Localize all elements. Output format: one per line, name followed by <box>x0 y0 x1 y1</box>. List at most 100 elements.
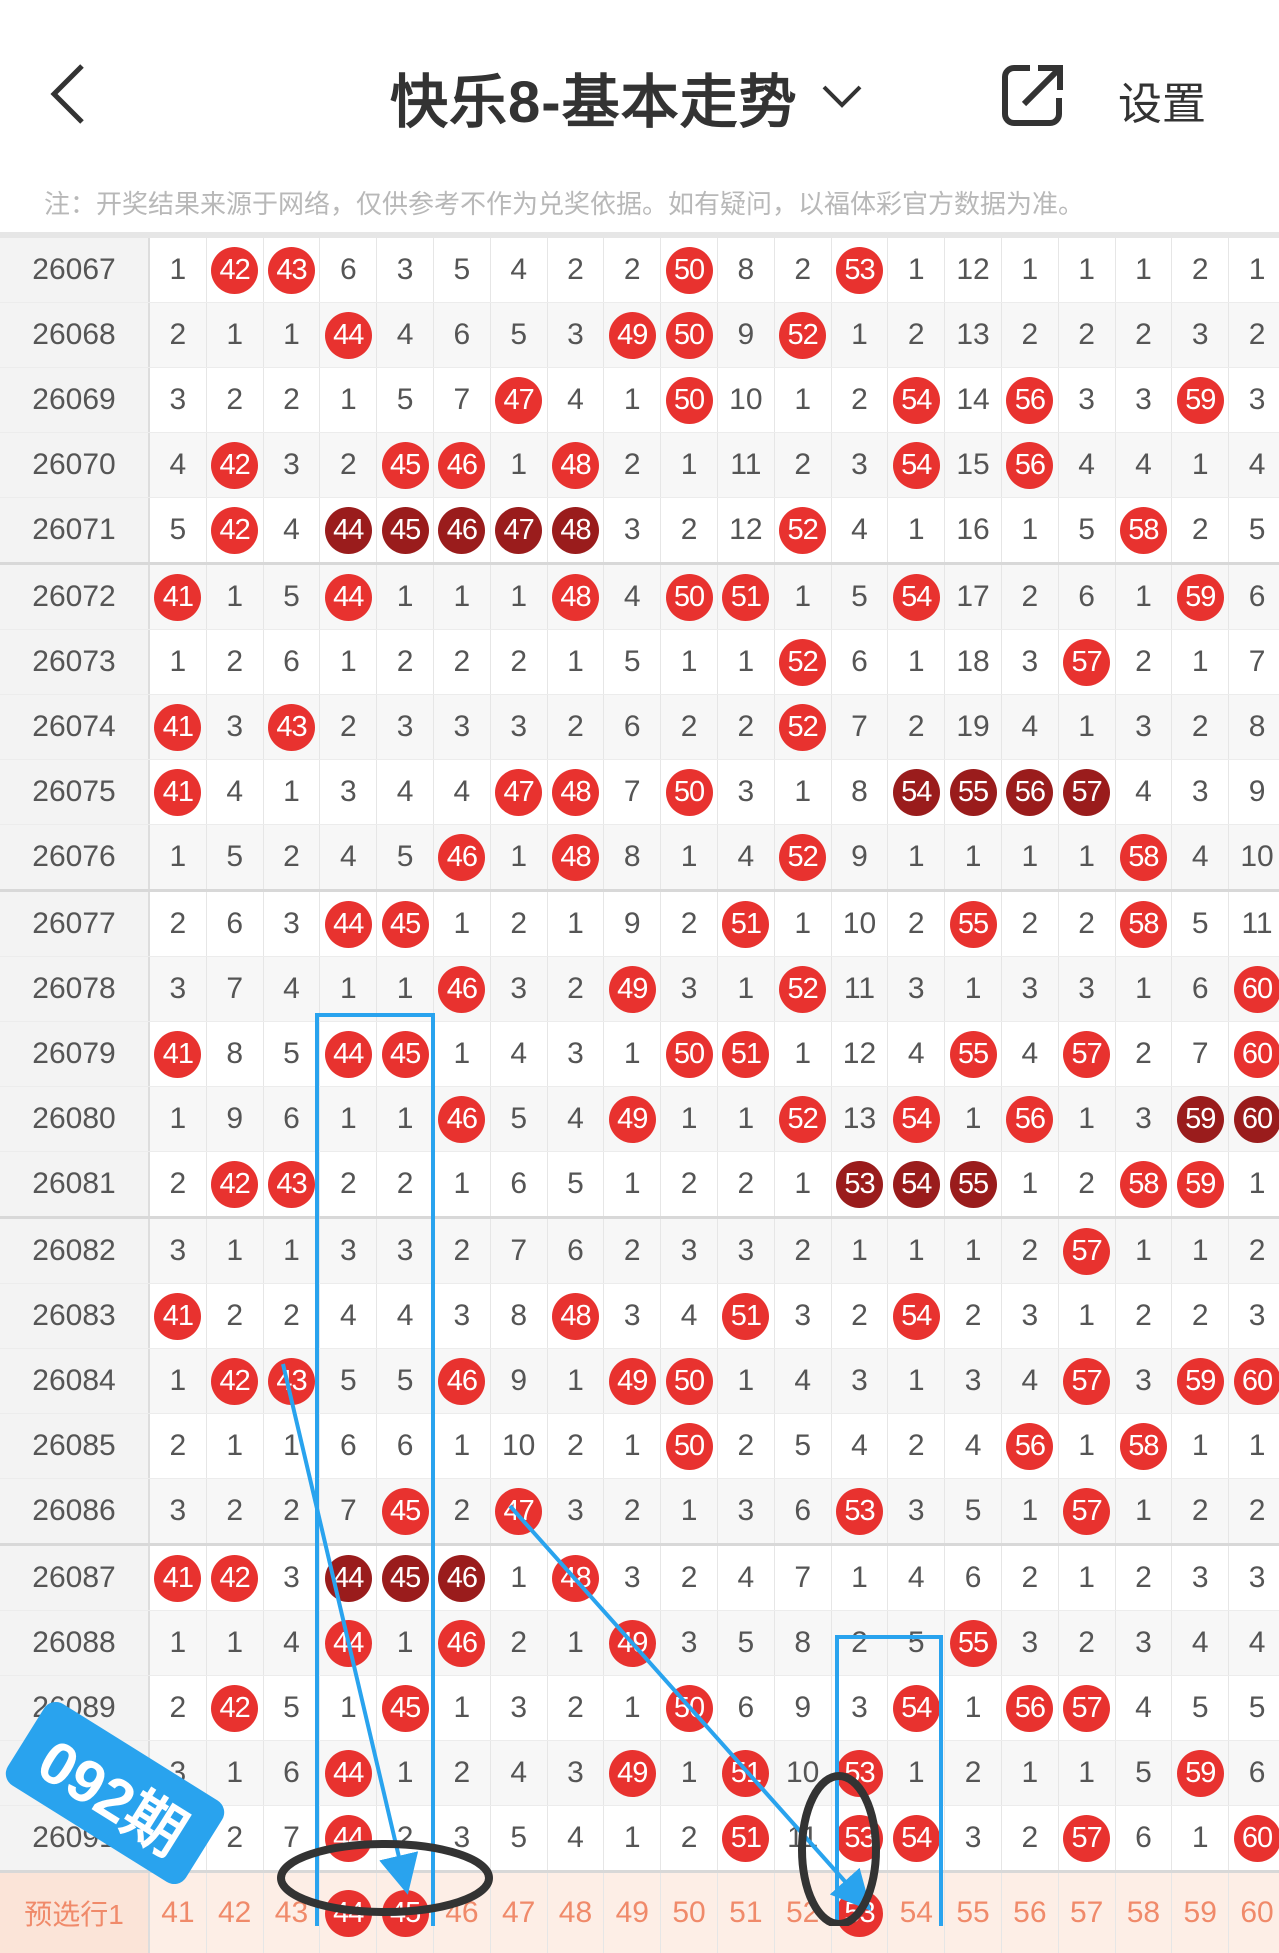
drawn-number-cell: 42 <box>207 498 264 562</box>
table-row: 26067 1 42 43 6 3 5 4 2 2 50 8 2 53 1 12 1 1 1 2 1 <box>0 238 1279 303</box>
preselect-number[interactable]: 48 <box>547 1873 605 1953</box>
miss-count-cell: 2 <box>717 695 775 759</box>
miss-count-cell: 1 <box>1172 1414 1230 1478</box>
issue-number: 26071 <box>0 498 150 562</box>
miss-count-cell: 1 <box>264 760 321 824</box>
drawn-number-cell: 54 <box>888 760 946 824</box>
miss-count-cell: 4 <box>1115 433 1173 497</box>
miss-count-cell: 3 <box>717 1479 775 1543</box>
drawn-number-cell: 51 <box>718 1806 775 1870</box>
number-ball: 46 <box>438 1619 486 1667</box>
drawn-number-cell: 44 <box>320 303 378 367</box>
number-ball: 45 <box>381 1487 429 1535</box>
number-ball: 44 <box>324 1749 372 1797</box>
number-ball: 41 <box>154 1030 202 1078</box>
miss-count-cell: 5 <box>490 1087 548 1151</box>
miss-count-cell: 1 <box>264 1414 321 1478</box>
preselect-number[interactable]: 47 <box>490 1873 548 1953</box>
preselect-number[interactable]: 42 <box>206 1873 264 1953</box>
miss-count-cell: 1 <box>945 825 1002 889</box>
miss-count-cell: 4 <box>888 1546 946 1610</box>
miss-count-cell: 3 <box>661 1219 718 1283</box>
table-row: 26088 1 1 4 44 1 46 2 1 49 3 5 8 2 5 55 3 2 3 4 4 <box>0 1611 1279 1676</box>
miss-count-cell: 1 <box>945 957 1002 1021</box>
drawn-number-cell: 51 <box>717 565 775 629</box>
preselect-number[interactable]: 58 <box>1115 1873 1173 1953</box>
preselect-number[interactable]: 52 <box>774 1873 832 1953</box>
miss-count-cell: 6 <box>604 695 662 759</box>
miss-count-cell: 3 <box>888 1479 946 1543</box>
preselect-number[interactable]: 53 <box>831 1873 889 1953</box>
share-button[interactable] <box>1000 62 1066 133</box>
number-ball: 48 <box>551 833 599 881</box>
miss-count-cell: 1 <box>490 565 548 629</box>
preselect-number[interactable]: 50 <box>661 1873 718 1953</box>
number-ball: 49 <box>608 1749 656 1797</box>
back-button[interactable] <box>48 62 98 126</box>
miss-count-cell: 2 <box>604 238 662 302</box>
number-ball: 44 <box>324 1619 372 1667</box>
drawn-number-cell: 43 <box>263 1349 321 1413</box>
drawn-number-cell: 54 <box>888 565 946 629</box>
miss-count-cell: 4 <box>320 825 378 889</box>
miss-count-cell: 5 <box>1229 1676 1279 1740</box>
miss-count-cell: 1 <box>150 825 207 889</box>
number-ball: 50 <box>665 573 713 621</box>
miss-count-cell: 1 <box>604 1152 662 1216</box>
miss-count-cell: 7 <box>264 1806 321 1870</box>
preselect-number[interactable]: 57 <box>1058 1873 1116 1953</box>
preselect-number[interactable]: 46 <box>433 1873 491 1953</box>
preselect-number[interactable]: 49 <box>604 1873 662 1953</box>
miss-count-cell: 4 <box>1001 695 1059 759</box>
drawn-number-cell: 51 <box>718 892 775 956</box>
issue-number: 26080 <box>0 1087 150 1151</box>
drawn-number-cell: 54 <box>888 1152 946 1216</box>
number-ball: 56 <box>1006 1422 1054 1470</box>
miss-count-cell: 2 <box>661 695 718 759</box>
preselect-number[interactable]: 59 <box>1172 1873 1230 1953</box>
miss-count-cell: 2 <box>320 433 378 497</box>
number-ball: 50 <box>665 1357 713 1405</box>
chart-type-dropdown[interactable]: 快乐8-基本走势 <box>390 55 864 139</box>
miss-count-cell: 2 <box>774 433 832 497</box>
settings-button[interactable]: 设置 <box>1118 80 1206 129</box>
miss-count-cell: 1 <box>206 1741 264 1805</box>
preselect-number[interactable]: 43 <box>263 1873 321 1953</box>
miss-count-cell: 3 <box>264 892 321 956</box>
table-row: 26080 1 9 6 1 1 46 5 4 49 1 1 52 13 54 1 56 1 3 59 60 <box>0 1087 1279 1152</box>
miss-count-cell: 1 <box>1115 1219 1173 1283</box>
miss-count-cell: 1 <box>434 892 491 956</box>
miss-count-cell: 10 <box>1229 825 1279 889</box>
preselect-number[interactable]: 60 <box>1229 1873 1279 1953</box>
miss-count-cell: 2 <box>888 1414 946 1478</box>
preselect-number[interactable]: 51 <box>717 1873 775 1953</box>
miss-count-cell: 4 <box>490 1741 548 1805</box>
preselect-number[interactable]: 56 <box>1001 1873 1059 1953</box>
preselect-number[interactable]: 41 <box>150 1873 207 1953</box>
preselect-number[interactable]: 44 <box>320 1873 378 1953</box>
number-ball: 43 <box>267 1160 315 1208</box>
miss-count-cell: 3 <box>263 433 321 497</box>
preselect-number[interactable]: 54 <box>888 1873 946 1953</box>
preselect-number[interactable]: 55 <box>945 1873 1002 1953</box>
number-ball: 45 <box>381 441 429 489</box>
miss-count-cell: 15 <box>945 433 1002 497</box>
miss-count-cell: 1 <box>661 1741 718 1805</box>
miss-count-cell: 2 <box>264 1284 321 1348</box>
table-row: 26081 2 42 43 2 2 1 6 5 1 2 2 1 53 54 55 1 2 58 59 1 <box>0 1152 1279 1219</box>
preselect-number[interactable]: 45 <box>377 1873 434 1953</box>
number-ball: 42 <box>211 1160 259 1208</box>
miss-count-cell: 6 <box>491 1152 548 1216</box>
drawn-number-cell: 46 <box>434 498 491 562</box>
miss-count-cell: 1 <box>150 1611 207 1675</box>
number-ball: 49 <box>608 1619 656 1667</box>
number-ball: 50 <box>665 768 713 816</box>
issue-number: 26088 <box>0 1611 150 1675</box>
drawn-number-cell: 44 <box>320 1022 378 1086</box>
miss-count-cell: 1 <box>831 1219 889 1283</box>
miss-count-cell: 1 <box>1229 1152 1279 1216</box>
number-ball: 55 <box>949 1030 997 1078</box>
number-ball: 59 <box>1176 1160 1224 1208</box>
miss-count-cell: 1 <box>206 1611 264 1675</box>
number-ball: 51 <box>722 1749 770 1797</box>
